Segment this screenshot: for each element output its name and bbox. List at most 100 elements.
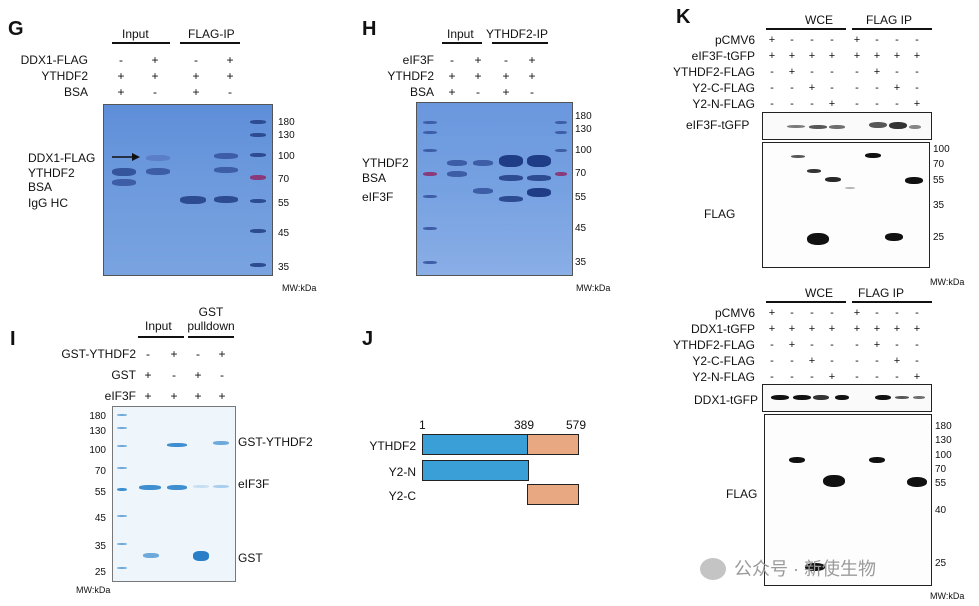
band-label: eIF3F (238, 477, 270, 491)
row-label: YTHDF2-FLAG (672, 65, 755, 79)
mw-label: 180 (935, 421, 952, 432)
panel-label-i: I (10, 328, 16, 350)
sign-cell: + (808, 323, 816, 335)
blot-band (807, 169, 821, 173)
mw-label: 130 (89, 426, 106, 437)
sign-cell: - (530, 85, 534, 99)
panel-label-k: K (676, 6, 691, 28)
row-label: GST-YTHDF2 (61, 347, 136, 361)
gel-band (146, 168, 170, 175)
group-bar (188, 336, 234, 338)
blot-label: eIF3F-tGFP (686, 118, 750, 132)
sign-cell: - (830, 82, 834, 94)
sign-cell: - (194, 53, 198, 67)
blot-band (905, 177, 923, 184)
band-label: YTHDF2 (362, 156, 409, 170)
blot-band (875, 395, 891, 400)
blot-band (869, 457, 885, 463)
row-label: pCMV6 (714, 306, 755, 320)
sign-cell: - (810, 307, 814, 319)
mw-label: 130 (278, 130, 295, 141)
sign-cell: - (770, 82, 774, 94)
sign-cell: - (855, 66, 859, 78)
sign-cell: - (875, 307, 879, 319)
mw-unit: MW:kDa (282, 283, 317, 293)
row-label: YTHDF2 (41, 69, 88, 83)
sign-cell: + (218, 347, 226, 361)
mw-label: 100 (933, 144, 950, 155)
sign-cell: + (502, 85, 510, 99)
mw-label: 130 (935, 435, 952, 446)
blot-band (895, 396, 909, 399)
sign-cell: + (808, 50, 816, 62)
ladder-band (423, 195, 437, 198)
sign-cell: + (828, 98, 836, 110)
gel-band (112, 168, 136, 176)
panel-label-j: J (362, 328, 374, 350)
sign-cell: + (808, 82, 816, 94)
mw-label: 55 (933, 175, 945, 186)
group-bar (766, 28, 846, 30)
mw-unit: MW:kDa (930, 591, 965, 601)
sign-cell: - (810, 34, 814, 46)
group-label-input: Input (122, 27, 149, 41)
ladder-band (423, 227, 437, 230)
sign-cell: + (893, 82, 901, 94)
sign-cell: + (893, 355, 901, 367)
sign-cell: - (172, 368, 176, 382)
sign-cell: + (170, 389, 178, 403)
sign-cell: + (226, 53, 234, 67)
sign-cell: + (218, 389, 226, 403)
mw-label: 180 (89, 411, 106, 422)
sign-cell: + (873, 50, 881, 62)
mw-label: 35 (933, 200, 945, 211)
row-label: pCMV6 (714, 33, 755, 47)
row-label: eIF3F (402, 53, 434, 67)
sign-cell: - (770, 66, 774, 78)
gel-band (214, 196, 238, 203)
gel-band (473, 160, 493, 166)
sign-cell: + (893, 50, 901, 62)
mw-label: 40 (935, 505, 947, 516)
group-bar (138, 336, 184, 338)
construct-label: Y2-N (388, 465, 416, 479)
sign-cell: - (196, 347, 200, 361)
sign-cell: - (915, 355, 919, 367)
wechat-icon (700, 558, 726, 580)
sign-cell: - (895, 371, 899, 383)
gel-band (527, 188, 551, 197)
sign-cell: + (828, 50, 836, 62)
mw-label: 70 (94, 466, 106, 477)
sign-cell: + (226, 69, 234, 83)
sign-cell: + (448, 85, 456, 99)
sign-cell: - (895, 66, 899, 78)
row-label: eIF3F (104, 389, 136, 403)
mw-label: 35 (278, 262, 290, 273)
blot-label: FLAG (726, 487, 758, 501)
blot-band (913, 396, 925, 399)
n-domain-bar (422, 460, 529, 481)
mw-label: 180 (278, 117, 295, 128)
group-label-input: Input (145, 319, 172, 333)
group-label-flag-ip: FLAG-IP (188, 27, 235, 41)
mw-label: 70 (575, 168, 587, 179)
c-domain-bar (527, 484, 579, 505)
sign-cell: - (810, 339, 814, 351)
sign-cell: - (830, 66, 834, 78)
sign-cell: + (117, 69, 125, 83)
panel-label-g: G (8, 18, 24, 40)
blot-band (787, 125, 805, 128)
position-label: 1 (419, 418, 426, 432)
ladder-band (117, 567, 127, 569)
ladder-band (250, 175, 266, 180)
ladder-band (555, 131, 567, 134)
ladder-band (423, 172, 437, 176)
sign-cell: - (830, 34, 834, 46)
sign-cell: - (790, 355, 794, 367)
sign-cell: + (913, 371, 921, 383)
row-label: DDX1-FLAG (20, 53, 88, 67)
sign-cell: - (830, 339, 834, 351)
gel-band (473, 188, 493, 194)
group-label-wce: WCE (805, 13, 833, 27)
mw-label: 100 (89, 445, 106, 456)
